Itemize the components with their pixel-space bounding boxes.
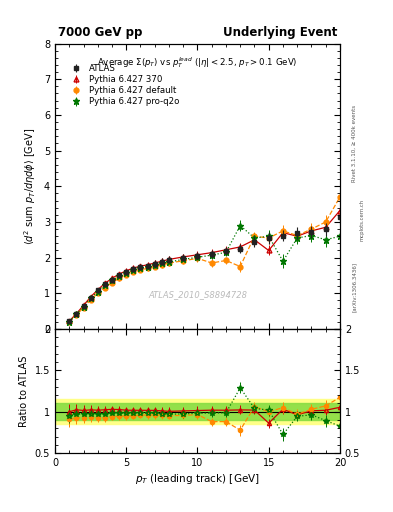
Text: Underlying Event: Underlying Event (223, 26, 337, 39)
Bar (55, 399, 340, 424)
Bar (55, 403, 340, 420)
Y-axis label: Ratio to ATLAS: Ratio to ATLAS (19, 355, 29, 426)
Text: ATLAS_2010_S8894728: ATLAS_2010_S8894728 (148, 290, 247, 299)
Text: 7000 GeV pp: 7000 GeV pp (58, 26, 142, 39)
Text: mcplots.cern.ch: mcplots.cern.ch (360, 199, 365, 241)
Legend: ATLAS, Pythia 6.427 370, Pythia 6.427 default, Pythia 6.427 pro-q2o: ATLAS, Pythia 6.427 370, Pythia 6.427 de… (65, 62, 181, 108)
Text: Rivet 3.1.10, ≥ 400k events: Rivet 3.1.10, ≥ 400k events (352, 105, 357, 182)
Y-axis label: $\langle d^2$ sum $p_T/d\eta d\phi\rangle$ [GeV]: $\langle d^2$ sum $p_T/d\eta d\phi\rangl… (22, 127, 39, 245)
Text: [arXiv:1306.3436]: [arXiv:1306.3436] (352, 262, 357, 312)
Text: Average $\Sigma(p_T)$ vs $p_T^{lead}$ ($|\eta| < 2.5$, $p_T > 0.1$ GeV): Average $\Sigma(p_T)$ vs $p_T^{lead}$ ($… (97, 55, 298, 70)
X-axis label: $p_T$ (leading track) [GeV]: $p_T$ (leading track) [GeV] (135, 472, 260, 486)
